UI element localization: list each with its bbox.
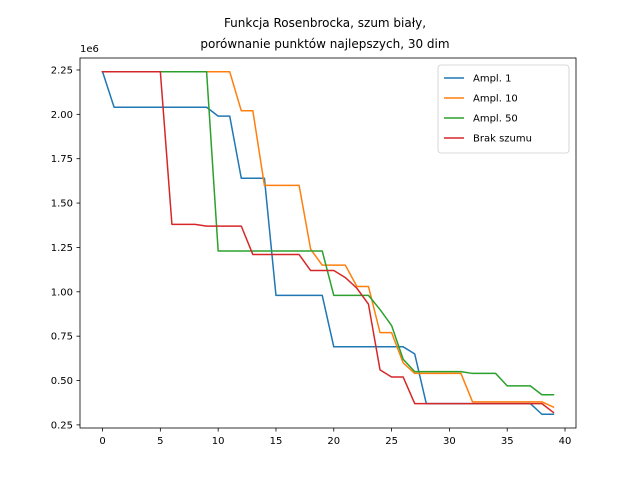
series-line-3	[101, 71, 555, 396]
legend-box	[437, 64, 570, 154]
legend-label: Ampl. 50	[473, 114, 518, 125]
x-tick-label: 10	[212, 436, 225, 447]
x-tick-label: 20	[327, 436, 340, 447]
legend-label: Ampl. 1	[473, 74, 511, 85]
y-tick-label: 1.00	[51, 287, 73, 298]
x-tick-label: 40	[559, 436, 572, 447]
series-layer	[101, 70, 555, 415]
y-tick-label: 0.50	[51, 376, 73, 387]
y-tick-label: 2.25	[51, 65, 73, 76]
chart-title-line-2: porównanie punktów najlepszych, 30 dim	[200, 37, 449, 51]
y-tick-label: 0.25	[51, 420, 73, 431]
x-tick-label: 30	[443, 436, 456, 447]
chart-title-line-1: Funkcja Rosenbrocka, szum biały,	[224, 16, 426, 30]
x-tick-label: 35	[501, 436, 514, 447]
x-tick-label: 15	[270, 436, 283, 447]
y-axis: 0.25 0.50 0.75 1.00 1.25 1.50 1.75 2.00 2.25	[51, 65, 80, 431]
y-tick-label: 2.00	[51, 110, 73, 121]
x-tick-label: 5	[157, 436, 163, 447]
series-line-4	[101, 71, 555, 414]
y-tick-label: 1.50	[51, 199, 73, 210]
x-tick-label: 0	[99, 436, 105, 447]
legend-label: Ampl. 10	[473, 94, 518, 105]
y-tick-label: 1.25	[51, 243, 73, 254]
x-tick-label: 25	[385, 436, 398, 447]
y-tick-label: 0.75	[51, 332, 73, 343]
x-axis: 0 5 10 15 20 25 30 35 40	[99, 428, 571, 447]
y-axis-offset-label: 1e6	[80, 44, 99, 55]
legend: Ampl. 1 Ampl. 10 Ampl. 50 Brak szumu	[437, 64, 570, 154]
plot-frame	[79, 57, 577, 429]
y-tick-label: 1.75	[51, 154, 73, 165]
legend-label: Brak szumu	[473, 134, 532, 145]
